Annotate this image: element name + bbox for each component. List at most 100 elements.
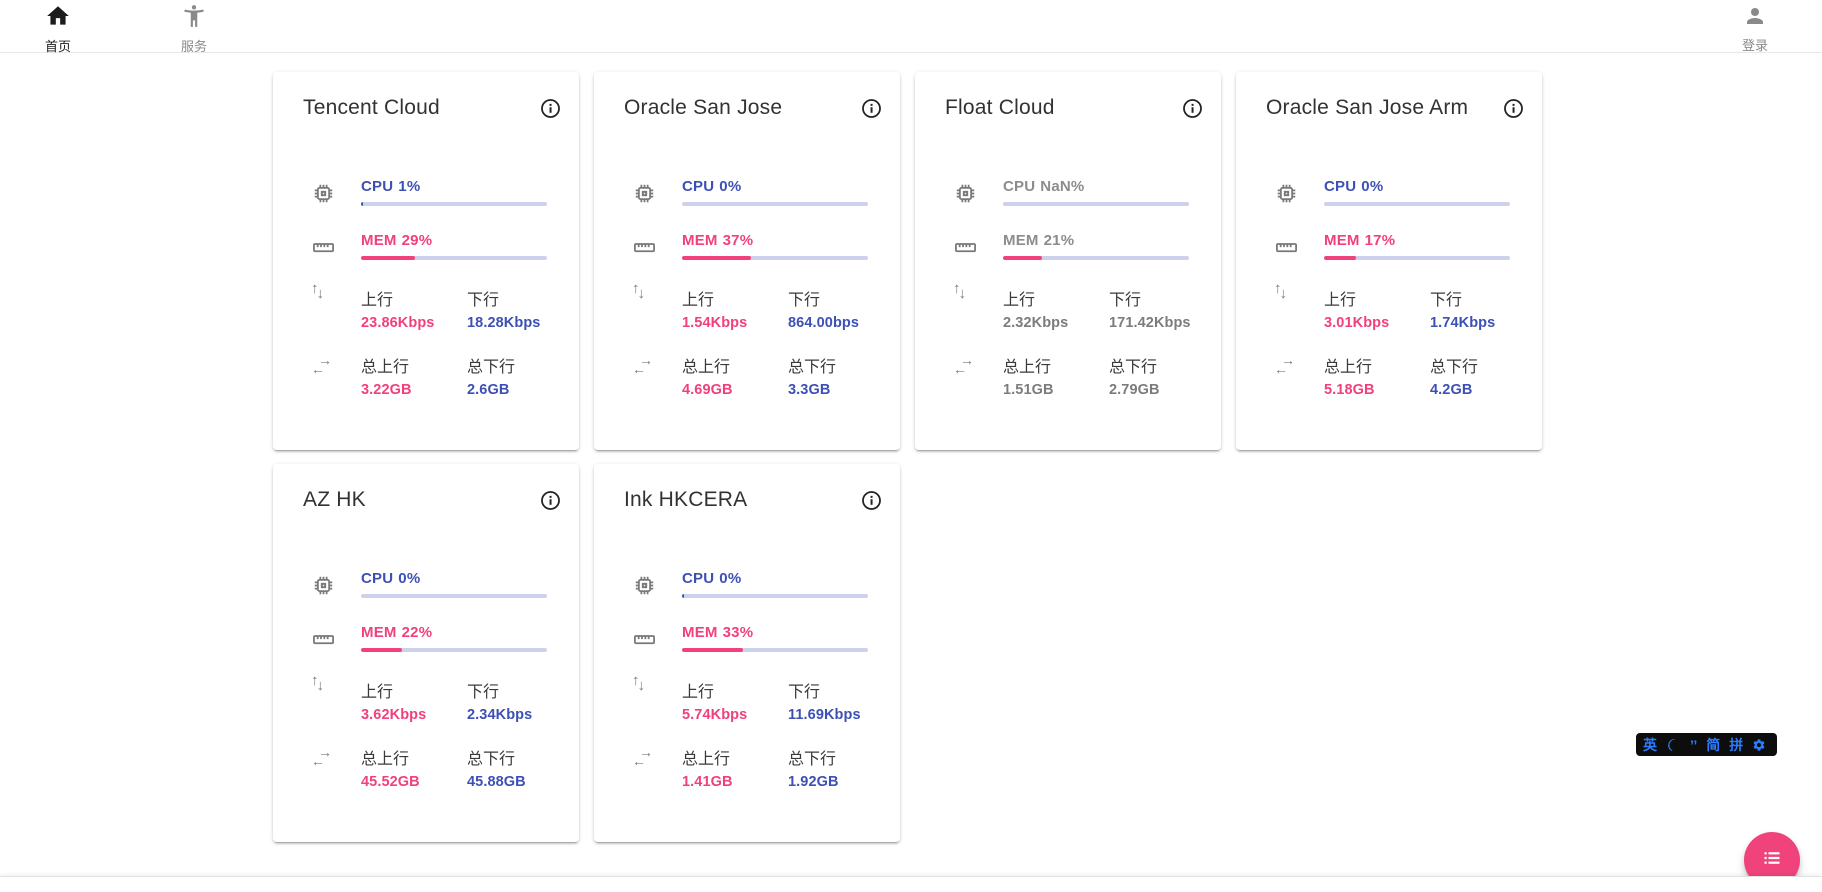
mem-label: MEM 21%	[1003, 232, 1075, 249]
info-icon[interactable]	[540, 488, 561, 511]
gear-icon[interactable]	[1752, 738, 1766, 752]
download-value: 1.74Kbps	[1430, 315, 1496, 331]
ime-bar: 英 ’’ 简 拼	[1636, 733, 1777, 756]
total-upload-stat: 总上行 4.69GB	[682, 353, 788, 398]
mem-row: MEM 33%	[632, 624, 884, 652]
total-download-label: 总下行	[788, 751, 837, 768]
download-stat: 下行 171.42Kbps	[1109, 286, 1191, 331]
ime-charset-toggle[interactable]: 简	[1706, 736, 1721, 753]
total-download-label: 总下行	[1430, 359, 1479, 376]
ime-language-toggle[interactable]: 英	[1643, 736, 1657, 753]
nav-item-home[interactable]: 首页	[29, 0, 87, 55]
ruler-icon	[1274, 235, 1300, 260]
cpu-label: CPU NaN%	[1003, 178, 1085, 195]
ruler-icon	[311, 627, 337, 652]
nav-item-login[interactable]: 登录	[1726, 0, 1784, 54]
cpu-progress	[682, 594, 868, 598]
upload-value: 5.74Kbps	[682, 707, 748, 723]
rate-row: ↑↓ 上行 2.32Kbps 下行 171.42Kbps	[953, 280, 1205, 331]
total-upload-value: 5.18GB	[1324, 382, 1375, 398]
cpu-label: CPU 0%	[1324, 178, 1384, 195]
info-icon[interactable]	[1503, 96, 1524, 119]
mem-progress-fill	[682, 648, 744, 652]
top-nav: 首页 服务 登录	[0, 0, 1822, 55]
server-name: Tencent Cloud	[303, 96, 440, 119]
server-card: Oracle San Jose Arm	[1236, 72, 1542, 450]
upload-stat: 上行 5.74Kbps	[682, 678, 788, 723]
mem-progress	[1003, 256, 1189, 260]
nav-home-label: 首页	[44, 39, 71, 54]
ruler-icon	[953, 235, 979, 260]
card-body: CPU 1% MEM 29%	[289, 178, 563, 398]
mem-row: MEM 21%	[953, 232, 1205, 260]
server-name: Ink HKCERA	[624, 488, 748, 511]
cpu-row: CPU 0%	[632, 178, 884, 206]
total-upload-value: 45.52GB	[361, 774, 420, 790]
total-row: → ← 总上行 1.41GB 总下行 1.92GB	[632, 745, 884, 790]
download-label: 下行	[788, 292, 821, 309]
upload-label: 上行	[1324, 292, 1357, 309]
info-icon[interactable]	[1182, 96, 1203, 119]
total-row: → ← 总上行 1.51GB 总下行 2.79GB	[953, 353, 1205, 398]
info-icon[interactable]	[861, 488, 882, 511]
download-value: 18.28Kbps	[467, 315, 541, 331]
mem-progress-fill	[682, 256, 751, 260]
mem-row: MEM 29%	[311, 232, 563, 260]
total-download-label: 总下行	[1109, 359, 1158, 376]
card-header: AZ HK	[289, 480, 563, 512]
total-upload-label: 总上行	[1003, 359, 1052, 376]
cpu-progress-fill	[682, 594, 684, 598]
cpu-progress	[361, 202, 547, 206]
mem-label: MEM 17%	[1324, 232, 1396, 249]
total-upload-stat: 总上行 5.18GB	[1324, 353, 1430, 398]
upload-label: 上行	[361, 292, 394, 309]
total-download-value: 2.6GB	[467, 382, 510, 398]
download-stat: 下行 864.00bps	[788, 286, 859, 331]
total-download-stat: 总下行 45.88GB	[467, 745, 526, 790]
total-upload-label: 总上行	[1324, 359, 1373, 376]
cpu-progress	[1003, 202, 1189, 206]
swap-horizontal-icon: → ←	[632, 352, 653, 377]
cpu-label: CPU 1%	[361, 178, 421, 195]
info-icon[interactable]	[861, 96, 882, 119]
upload-value: 23.86Kbps	[361, 315, 435, 331]
server-card: Float Cloud	[915, 72, 1221, 450]
download-label: 下行	[788, 684, 821, 701]
ime-punctuation-toggle[interactable]: ’’	[1690, 736, 1698, 753]
cpu-label: CPU 0%	[361, 570, 421, 587]
total-row: → ← 总上行 3.22GB 总下行 2.6GB	[311, 353, 563, 398]
cpu-chip-icon	[1274, 181, 1300, 206]
swap-vertical-icon: ↑↓	[1274, 280, 1287, 302]
mem-label: MEM 33%	[682, 624, 754, 641]
nav-item-services[interactable]: 服务	[165, 0, 223, 55]
mem-progress	[361, 256, 547, 260]
mem-label: MEM 37%	[682, 232, 754, 249]
swap-vertical-icon: ↑↓	[311, 280, 324, 302]
card-body: CPU 0% MEM 22%	[289, 570, 563, 790]
mem-row: MEM 37%	[632, 232, 884, 260]
download-stat: 下行 18.28Kbps	[467, 286, 540, 331]
total-download-stat: 总下行 2.6GB	[467, 353, 515, 398]
card-header: Ink HKCERA	[610, 480, 884, 512]
total-download-label: 总下行	[467, 751, 516, 768]
download-stat: 下行 1.74Kbps	[1430, 286, 1495, 331]
server-card: Oracle San Jose	[594, 72, 900, 450]
cpu-chip-icon	[311, 181, 337, 206]
cpu-label: CPU 0%	[682, 178, 742, 195]
moon-icon[interactable]	[1666, 737, 1681, 752]
total-upload-label: 总上行	[361, 359, 410, 376]
info-icon[interactable]	[540, 96, 561, 119]
swap-horizontal-icon: → ←	[311, 744, 332, 769]
cpu-chip-icon	[311, 573, 337, 598]
server-card: Ink HKCERA	[594, 464, 900, 842]
total-download-value: 2.79GB	[1109, 382, 1160, 398]
swap-vertical-icon: ↑↓	[953, 280, 966, 302]
cpu-row: CPU 0%	[311, 570, 563, 598]
cpu-row: CPU 0%	[632, 570, 884, 598]
total-upload-stat: 总上行 45.52GB	[361, 745, 467, 790]
total-download-value: 3.3GB	[788, 382, 831, 398]
download-label: 下行	[467, 684, 500, 701]
cpu-progress	[1324, 202, 1510, 206]
swap-horizontal-icon: → ←	[1274, 352, 1295, 377]
ime-method-toggle[interactable]: 拼	[1729, 736, 1744, 753]
